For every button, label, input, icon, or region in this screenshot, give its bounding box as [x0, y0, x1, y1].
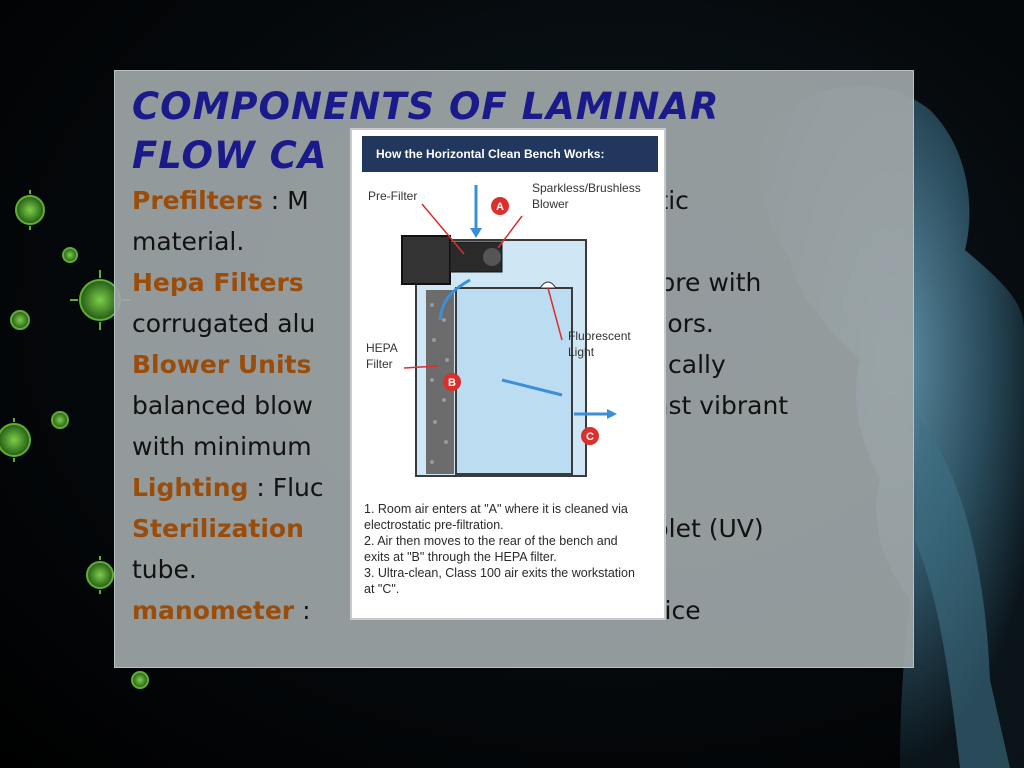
- blower-fan: [483, 248, 501, 266]
- diagram-illustration: A B C Pre-Filter Sparkless/Brushless Blo…: [366, 181, 641, 477]
- hepa-label-2: Filter: [366, 357, 393, 371]
- airflow-arrowheads: [470, 228, 617, 419]
- sep-manometer: :: [294, 596, 319, 625]
- term-blower-units: Blower Units: [132, 350, 312, 379]
- term-lighting: Lighting: [132, 473, 249, 502]
- step-line: 1. Room air enters at "A" where it is cl…: [364, 502, 628, 516]
- hepa-label-1: HEPA: [366, 341, 398, 355]
- marker-c: [581, 427, 599, 445]
- line-hepa-2: corrugated alu ors.: [132, 303, 892, 344]
- step-line: 2. Air then moves to the rear of the ben…: [364, 534, 618, 548]
- fluorescent-label-1: Fluorescent: [568, 329, 631, 343]
- line-prefilters-2: material.: [132, 227, 245, 256]
- step-line: electrostatic pre-filtration.: [364, 518, 504, 532]
- slide-title: COMPONENTS OF LAMINAR FLOW CA: [132, 82, 892, 180]
- virus-particles: [0, 195, 149, 689]
- leader-lines: [403, 203, 563, 369]
- pre-filter-label: Pre-Filter: [368, 189, 417, 203]
- line-sterilization-2: tube.: [132, 555, 197, 584]
- diagram-header: How the Horizontal Clean Bench Works:: [362, 136, 658, 172]
- desc-prefilters-a: M: [287, 186, 309, 215]
- blower-housing: [401, 235, 451, 285]
- sep-prefilters: :: [262, 186, 288, 215]
- work-area: [455, 287, 573, 475]
- blower-label-2: Blower: [532, 197, 569, 211]
- marker-a-label: A: [496, 201, 504, 213]
- hepa-line-2-a: corrugated alu: [132, 309, 316, 338]
- title-line-2: FLOW CA: [132, 134, 328, 177]
- hepa-line-2-b: ors.: [667, 309, 714, 338]
- step-line: exits at "B" through the HEPA filter.: [364, 550, 557, 564]
- step-line: at "C".: [364, 582, 400, 596]
- hepa-texture: [430, 303, 449, 464]
- fluorescent-light-shape: [539, 281, 557, 289]
- term-manometer: manometer: [132, 596, 295, 625]
- term-sterilization: Sterilization: [132, 514, 304, 543]
- title-line-1: COMPONENTS OF LAMINAR: [132, 85, 720, 128]
- airflow-arrows: [438, 185, 607, 416]
- marker-c-label: C: [586, 431, 594, 443]
- process-steps: 1. Room air enters at "A" where it is cl…: [364, 502, 660, 598]
- blower-line-2-a: balanced blow: [132, 391, 313, 420]
- blower-label-1: Sparkless/Brushless: [532, 181, 641, 195]
- term-prefilters: Prefilters: [132, 186, 263, 215]
- marker-b-label: B: [448, 377, 456, 389]
- marker-b: [443, 373, 461, 391]
- term-hepa-filters: Hepa Filters: [132, 268, 304, 297]
- marker-a: [491, 197, 509, 215]
- desc-lighting-a: Fluc: [272, 473, 324, 502]
- line-blower-3: with minimum: [132, 432, 312, 461]
- step-line: 3. Ultra-clean, Class 100 air exits the …: [364, 566, 635, 580]
- sep-lighting: :: [248, 473, 273, 502]
- clean-bench-diagram: How the Horizontal Clean Bench Works:: [350, 128, 666, 620]
- fluorescent-label-2: Light: [568, 345, 595, 359]
